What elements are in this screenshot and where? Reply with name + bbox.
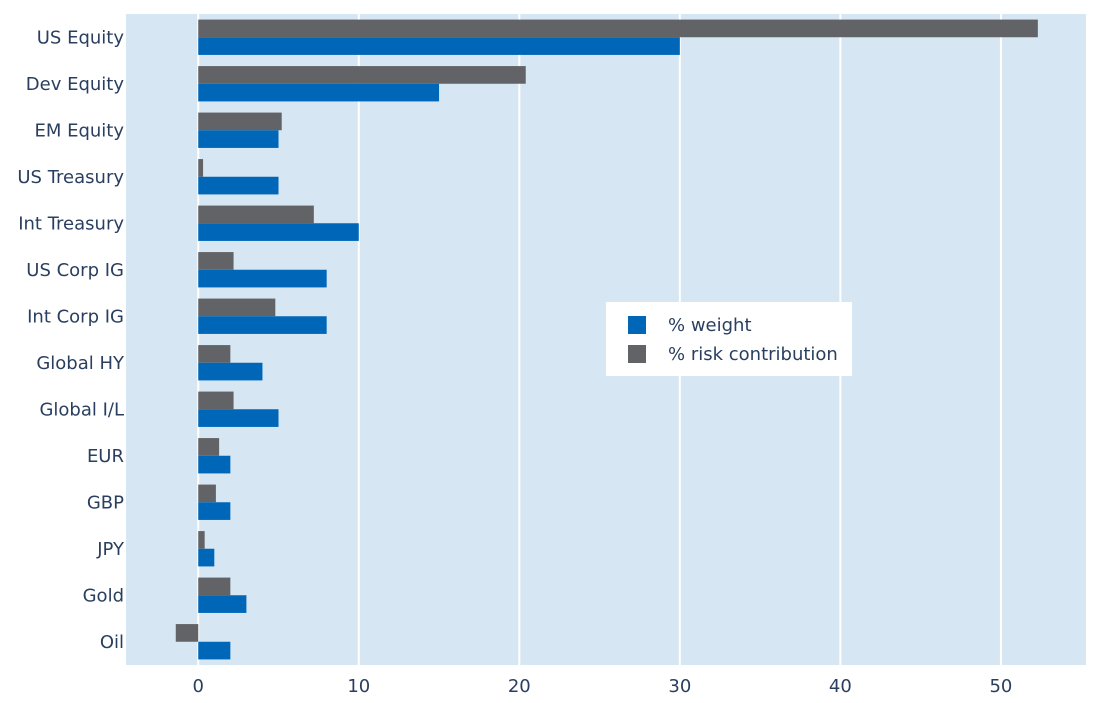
y-tick-label: US Corp IG (26, 260, 124, 281)
bar-risk-contribution (198, 391, 234, 410)
y-axis-tick-labels: US Equity Dev Equity EM Equity US Treasury I… (17, 27, 125, 653)
bar-risk-contribution (198, 438, 220, 456)
bar-weight (198, 316, 327, 334)
legend-label-risk-contribution: % risk contribution (668, 344, 838, 365)
y-tick-label: EUR (87, 446, 124, 467)
bar-weight (198, 455, 231, 474)
y-tick-label: Global HY (36, 353, 125, 374)
bar-risk-contribution (198, 531, 205, 549)
y-tick-label: EM Equity (34, 120, 124, 141)
y-tick-label: Int Treasury (18, 213, 124, 234)
y-tick-label: Dev Equity (26, 74, 125, 95)
y-tick-label: Int Corp IG (27, 306, 124, 327)
bar-risk-contribution (198, 66, 526, 84)
bar-risk-contribution (198, 159, 204, 177)
bar-risk-contribution (198, 252, 234, 270)
legend-label-weight: % weight (668, 315, 752, 336)
x-axis-tick-labels: 0 10 20 30 40 50 (193, 676, 1013, 697)
legend: % weight % risk contribution (606, 302, 852, 376)
bar-weight (198, 548, 215, 567)
y-tick-label: JPY (96, 539, 125, 560)
bar-risk-contribution (198, 112, 282, 131)
legend-swatch-risk-contribution (628, 345, 646, 363)
x-tick-label: 30 (668, 676, 691, 697)
bar-weight (198, 83, 440, 102)
x-tick-label: 10 (347, 676, 370, 697)
y-tick-label: US Treasury (17, 167, 124, 188)
bar-weight (198, 37, 680, 55)
y-tick-label: GBP (87, 492, 124, 513)
y-tick-label: Global I/L (39, 399, 124, 420)
legend-box (606, 302, 852, 376)
bar-weight (198, 223, 359, 241)
y-tick-label: Gold (83, 585, 124, 606)
bar-risk-contribution (198, 298, 276, 317)
y-tick-label: Oil (100, 632, 124, 653)
x-tick-label: 0 (193, 676, 204, 697)
bar-risk-contribution (198, 19, 1038, 38)
bar-weight (198, 641, 231, 660)
bar-risk-contribution (198, 345, 231, 363)
bar-risk-contribution (198, 484, 216, 503)
y-tick-label: US Equity (37, 27, 125, 48)
bar-weight (198, 502, 231, 520)
bar-weight (198, 130, 279, 148)
x-tick-label: 20 (508, 676, 531, 697)
bar-weight (198, 595, 247, 613)
bar-risk-contribution (198, 577, 231, 596)
bar-weight (198, 176, 279, 195)
bar-weight (198, 269, 327, 288)
bars (175, 19, 1038, 660)
bar-weight (198, 362, 263, 381)
bar-risk-contribution (198, 205, 314, 224)
x-tick-label: 40 (829, 676, 852, 697)
x-tick-label: 50 (989, 676, 1012, 697)
bar-risk-contribution (175, 624, 199, 642)
bar-weight (198, 409, 279, 427)
legend-swatch-weight (628, 316, 646, 334)
